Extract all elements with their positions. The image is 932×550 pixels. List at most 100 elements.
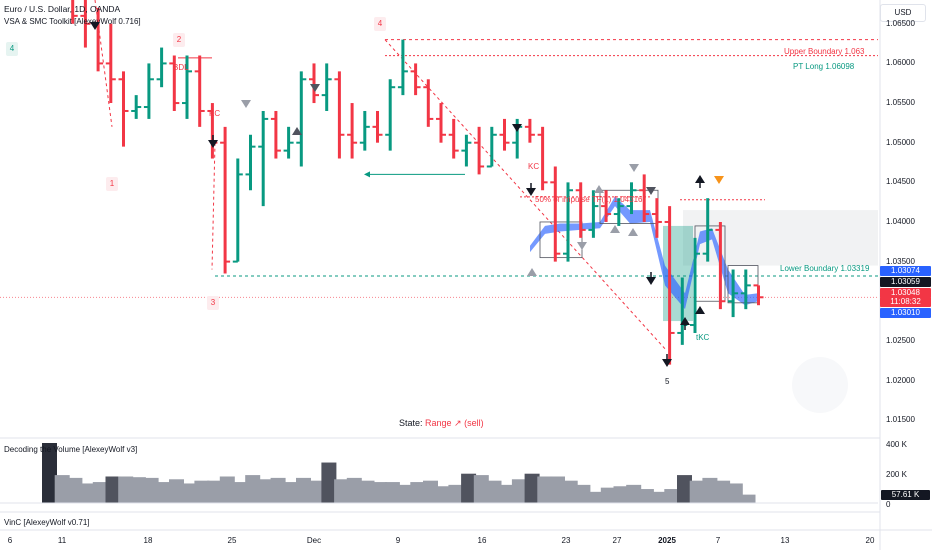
trend-band bbox=[530, 196, 758, 310]
time-axis-tick: 18 bbox=[143, 536, 153, 545]
volume-last-value: 57.61 K bbox=[881, 490, 930, 500]
structure-box bbox=[727, 265, 759, 304]
ohlc-bar bbox=[410, 63, 421, 96]
signal-up-triangle bbox=[594, 185, 604, 193]
volume-bar bbox=[194, 480, 210, 503]
ohlc-bar bbox=[169, 55, 180, 111]
signal-down-triangle bbox=[90, 22, 100, 30]
volume-axis-tick: 0 bbox=[886, 500, 891, 509]
currency-button[interactable]: USD bbox=[880, 4, 926, 22]
signal-down-triangle bbox=[577, 242, 587, 250]
volume-bar bbox=[169, 479, 184, 503]
price-axis-tick: 1.05000 bbox=[886, 137, 915, 147]
ohlc-bar bbox=[486, 126, 497, 168]
vinc-pane-title[interactable]: VinC [AlexeyWolf v0.71] bbox=[4, 518, 90, 527]
time-axis-tick: 6 bbox=[7, 536, 13, 545]
volume-bar bbox=[296, 477, 311, 503]
state-label: State: bbox=[399, 418, 423, 428]
ohlc-bar bbox=[436, 103, 446, 143]
ohlc-bar bbox=[71, 0, 78, 24]
volume-bar bbox=[702, 477, 718, 503]
ohlc-bar bbox=[118, 71, 129, 147]
ohlc-bar bbox=[423, 79, 434, 127]
volume-axis-tick: 400 K bbox=[886, 440, 907, 449]
ohlc-bar bbox=[309, 63, 319, 104]
price-axis-tick: 1.06500 bbox=[886, 18, 915, 28]
volume-bar bbox=[410, 482, 426, 503]
wave-label: 5 bbox=[665, 377, 670, 386]
volume-bar bbox=[448, 484, 464, 503]
ohlc-bar bbox=[664, 206, 675, 365]
ohlc-bar bbox=[143, 63, 154, 119]
volume-bar bbox=[651, 491, 667, 503]
volume-bar bbox=[613, 486, 629, 503]
ohlc-bar bbox=[258, 110, 269, 207]
structure-box bbox=[539, 221, 583, 259]
indicator-name[interactable]: VSA & SMC Toolkit [AlexeyWolf 0.716] bbox=[4, 17, 141, 26]
wave-label: 2 bbox=[173, 33, 185, 47]
ohlc-bar bbox=[613, 198, 624, 226]
ohlc-bar bbox=[550, 166, 561, 262]
price-axis-tick: 1.04000 bbox=[886, 216, 915, 226]
volume-bar bbox=[461, 473, 477, 503]
volume-bar bbox=[384, 482, 400, 503]
ohlc-bar bbox=[245, 134, 256, 191]
volume-bar bbox=[372, 482, 388, 503]
symbol-title[interactable]: Euro / U.S. Dollar, 1D, OANDA bbox=[4, 4, 121, 14]
volume-bar bbox=[283, 482, 299, 503]
volume-bar bbox=[143, 477, 159, 503]
watermark-logo bbox=[792, 357, 848, 413]
price-axis-tick: 1.03500 bbox=[886, 256, 915, 266]
ohlc-bar bbox=[397, 39, 408, 96]
volume-bar bbox=[397, 484, 413, 503]
volume-bar bbox=[638, 489, 654, 503]
signal-up-triangle bbox=[695, 175, 705, 183]
price-axis-tag: 11:08:32 bbox=[880, 297, 931, 307]
volume-bar bbox=[67, 477, 83, 503]
ohlc-bar bbox=[702, 198, 713, 262]
ohlc-bar bbox=[105, 23, 116, 104]
time-axis-tick: 7 bbox=[715, 536, 721, 545]
time-axis-tick: 2025 bbox=[658, 536, 676, 545]
signal-up-triangle bbox=[695, 306, 705, 314]
volume-bar bbox=[245, 475, 261, 503]
volume-bar bbox=[524, 473, 540, 503]
price-axis-tick: 1.06000 bbox=[886, 58, 915, 68]
volume-pane-title[interactable]: Decoding the Volume [AlexeyWolf v3] bbox=[4, 445, 138, 454]
ohlc-bar bbox=[626, 182, 637, 215]
price-axis-tick: 1.02000 bbox=[886, 375, 915, 385]
ohlc-bar bbox=[359, 110, 370, 151]
volume-bar bbox=[156, 482, 172, 503]
ohlc-bar bbox=[461, 134, 472, 167]
volume-bar bbox=[42, 443, 57, 503]
ohlc-bar bbox=[80, 0, 91, 48]
signal-up-triangle bbox=[628, 228, 638, 236]
ohlc-bar bbox=[232, 158, 243, 263]
ohlc-bar bbox=[296, 71, 307, 167]
ohlc-bar bbox=[270, 110, 281, 159]
volume-bar bbox=[689, 480, 705, 503]
volume-bar bbox=[499, 484, 515, 503]
signal-down-triangle bbox=[310, 84, 320, 92]
time-axis-tick: 25 bbox=[227, 536, 237, 545]
trend-line bbox=[211, 142, 216, 270]
volume-bar bbox=[575, 484, 591, 503]
volume-bar bbox=[473, 475, 489, 503]
wave-label: 3 bbox=[207, 296, 219, 310]
signal-down-triangle bbox=[208, 140, 218, 148]
price-axis-tag: 1.03048 bbox=[880, 288, 931, 298]
volume-axis-tick: 200 K bbox=[886, 470, 907, 479]
ohlc-bar bbox=[690, 237, 700, 333]
price-axis-tick: 1.05500 bbox=[886, 98, 915, 108]
volume-bar bbox=[664, 489, 680, 503]
pt-long-label: PT Long 1.06098 bbox=[793, 62, 855, 71]
state-readout: State: Range ↗ (sell) bbox=[399, 418, 484, 429]
ohlc-bar bbox=[601, 190, 612, 222]
volume-bar bbox=[270, 477, 286, 503]
ohlc-bar bbox=[753, 284, 764, 306]
volume-bar bbox=[92, 482, 108, 503]
volume-bar bbox=[677, 475, 692, 503]
volume-bar bbox=[423, 480, 438, 503]
price-axis-tick: 1.01500 bbox=[886, 415, 915, 425]
